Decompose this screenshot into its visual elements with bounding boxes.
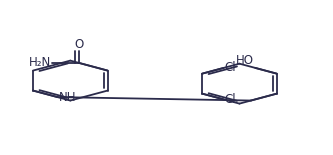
Text: Cl: Cl: [225, 61, 236, 74]
Text: H₂N: H₂N: [29, 56, 51, 69]
Text: HO: HO: [235, 54, 254, 67]
Text: Cl: Cl: [225, 93, 236, 106]
Text: NH: NH: [59, 91, 77, 104]
Text: O: O: [74, 38, 84, 51]
